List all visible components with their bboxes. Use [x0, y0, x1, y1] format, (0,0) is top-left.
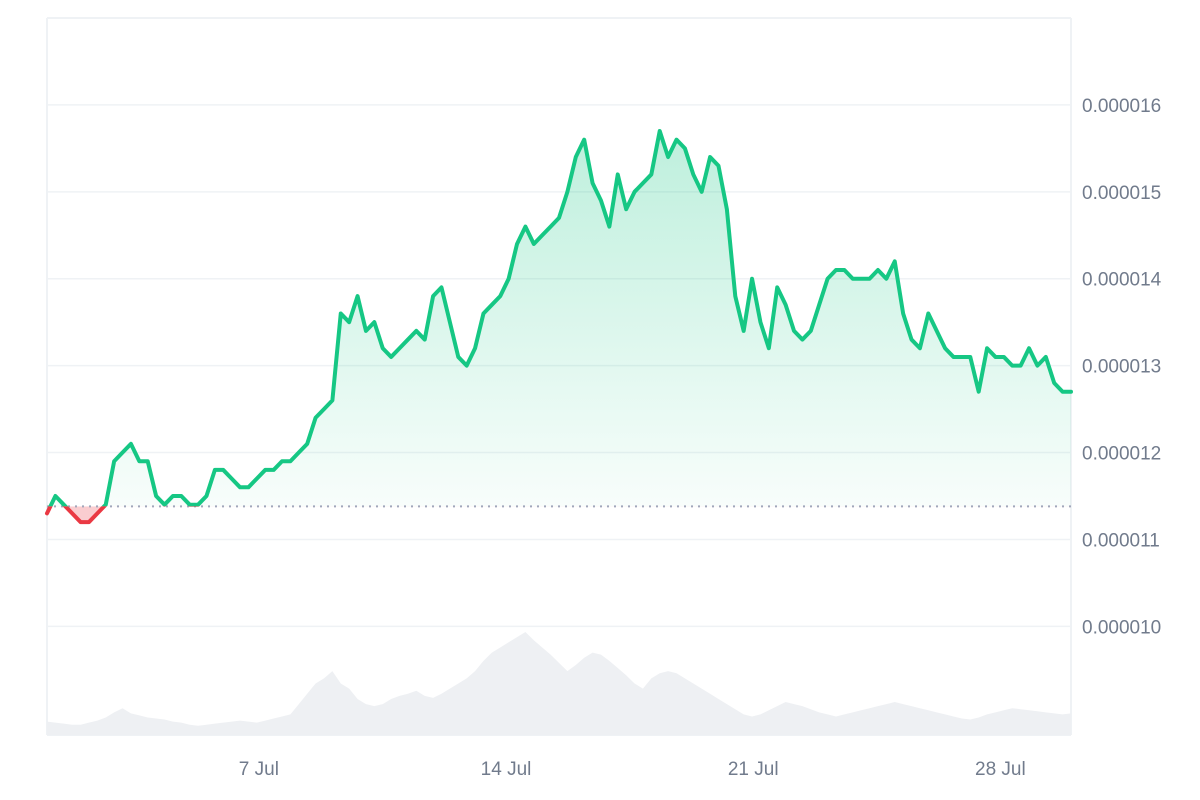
y-tick-label-0: 0.000010 [1082, 617, 1161, 638]
price-area-above-baseline [47, 130, 1071, 507]
x-tick-label-3: 28 Jul [975, 759, 1026, 780]
volume-area [47, 632, 1071, 735]
y-tick-label-3: 0.000013 [1082, 357, 1161, 378]
price-series[interactable] [45, 128, 1073, 525]
y-tick-label-4: 0.000014 [1082, 270, 1162, 291]
y-tick-label-6: 0.000016 [1082, 96, 1161, 117]
y-tick-label-2: 0.000012 [1082, 444, 1161, 465]
price-line-above-baseline[interactable] [47, 128, 1073, 522]
y-axis-ticks: 0.000010 0.000011 0.000012 0.000013 0.000014… [1082, 96, 1162, 638]
x-tick-label-2: 21 Jul [728, 759, 779, 780]
y-tick-label-1: 0.000011 [1082, 530, 1160, 551]
x-tick-label-1: 14 Jul [481, 759, 532, 780]
y-tick-label-5: 0.000015 [1082, 183, 1161, 204]
x-tick-label-0: 7 Jul [239, 759, 279, 780]
volume-series [47, 632, 1071, 735]
price-area [47, 130, 1071, 523]
x-axis-ticks: 7 Jul 14 Jul 21 Jul 28 Jul [239, 759, 1026, 780]
